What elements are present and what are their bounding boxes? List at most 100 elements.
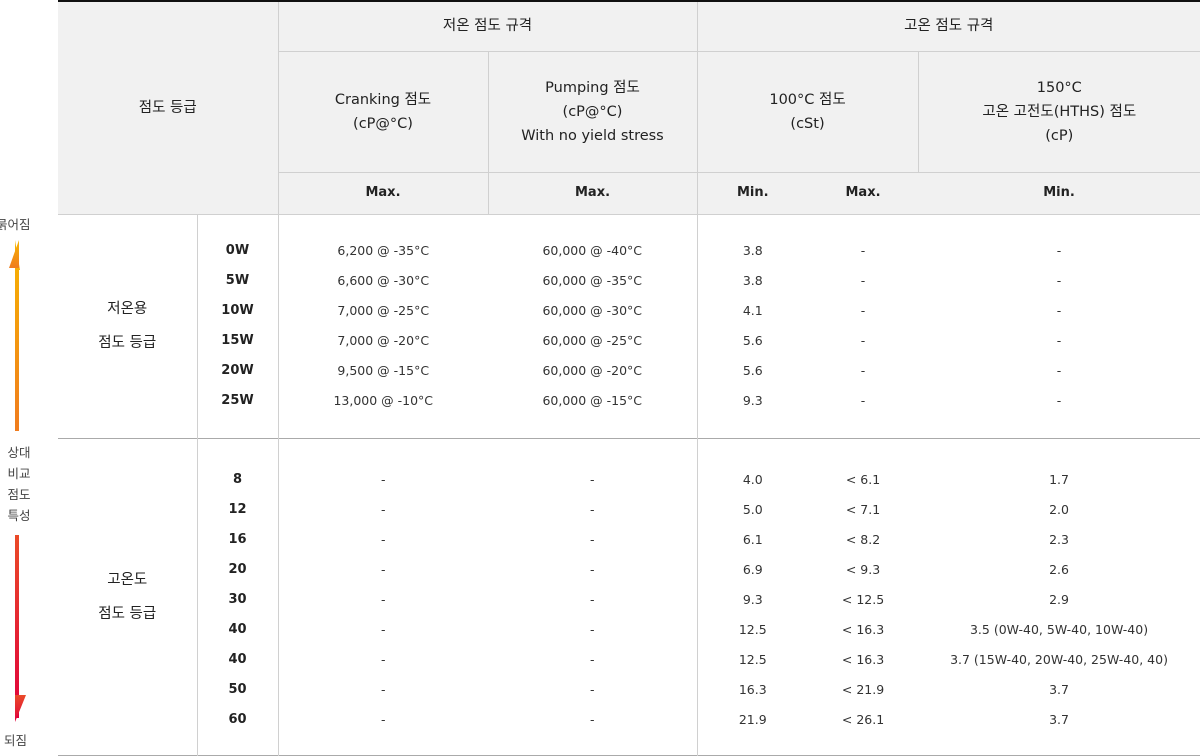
cell-grade: 40	[196, 644, 278, 675]
spacer-cell	[808, 214, 918, 236]
cell-pumping-max: 60,000 @ -30°C	[542, 303, 643, 318]
table-row: 50- -16.3 < 21.9 3.7	[58, 674, 1200, 705]
cell-cranking-max: 6,600 @ -30°C	[277, 265, 488, 296]
cell-hths-min: -	[1056, 303, 1062, 318]
line: (cSt)	[790, 115, 825, 132]
trend-arrows	[9, 240, 26, 722]
cell-kv100-max: < 12.5	[841, 592, 885, 607]
cell-hths-min: -	[1056, 243, 1062, 258]
label-line: 특성	[7, 508, 31, 523]
section-low-temp-grades: 저온용 점도 등급 0W 6,200 @ -35°C 60,000 @ -40°C 3.8…	[58, 214, 1200, 438]
cell-pumping-max: 60,000 @ -35°C	[542, 273, 643, 288]
spacer-cell	[277, 438, 488, 465]
cell-kv100-max: < 6.1	[845, 472, 881, 487]
cell-cranking-max: -	[277, 644, 488, 675]
cell-grade: 0W	[196, 235, 278, 266]
cell-kv100-max: -	[860, 333, 866, 348]
cell-cranking-max: 6,200 @ -35°C	[277, 235, 488, 266]
cell-grade: 10W	[196, 295, 278, 326]
sub-hths-min: Min.	[918, 172, 1200, 215]
sub-kv-max: Max.	[808, 172, 919, 215]
label-line: 비교	[7, 466, 31, 481]
spacer-cell	[488, 438, 697, 465]
line: (cP)	[1045, 127, 1074, 144]
spacer-cell	[196, 438, 278, 465]
spacer-cell	[277, 214, 488, 236]
cell-kv100-max: < 16.3	[841, 652, 885, 667]
spacer-cell	[488, 735, 697, 756]
cell-hths-min: 3.7	[1049, 682, 1069, 697]
cell-kv100-max: -	[860, 393, 866, 408]
label-line: 고온도	[107, 571, 148, 588]
spacer-cell	[918, 438, 1200, 465]
cell-kv100-min: 5.6	[696, 355, 809, 386]
cell-pumping-max: -	[590, 652, 595, 667]
cell-cranking-max: -	[277, 554, 488, 585]
spacer-cell	[808, 438, 918, 465]
cell-cranking-max: -	[277, 674, 488, 705]
cell-kv100-max: < 9.3	[845, 562, 881, 577]
cell-grade: 5W	[196, 265, 278, 296]
spacer-row	[58, 734, 1200, 756]
cell-kv100-min: 3.8	[696, 235, 809, 266]
cell-hths-min: -	[1056, 273, 1062, 288]
label-line: 상대	[7, 445, 31, 460]
spacer-cell	[277, 734, 488, 755]
cell-kv100-max: -	[860, 273, 866, 288]
header-grade: 점도 등급	[58, 1, 279, 215]
cell-pumping-max: -	[590, 712, 595, 727]
cell-hths-min: 3.7	[1049, 712, 1069, 727]
cell-hths-min: -	[1056, 393, 1062, 408]
cell-kv100-min: 16.3	[696, 674, 809, 705]
cell-kv100-min: 9.3	[696, 385, 809, 416]
cell-cranking-max: -	[277, 494, 488, 525]
cell-grade: 60	[196, 704, 278, 735]
cell-pumping-max: 60,000 @ -40°C	[542, 243, 643, 258]
spacer-cell	[696, 734, 809, 755]
cell-kv100-min: 5.6	[696, 325, 809, 356]
table-row: 40- -12.5 < 16.3 3.5 (0W-40, 5W-40, 10W-40)	[58, 614, 1200, 645]
cell-cranking-max: 13,000 @ -10°C	[277, 385, 488, 416]
cell-hths-min: -	[1056, 363, 1062, 378]
relative-label: 상대 비교 점도 특성	[6, 442, 32, 526]
viscosity-grade-table: 점도 등급 저온 점도 규격 고온 점도 규격 Cranking 점도 (cP@°…	[58, 0, 1200, 756]
cell-pumping-max: -	[590, 622, 595, 637]
header-kv100: 100°C 점도 (cSt)	[696, 51, 919, 173]
cell-grade: 40	[196, 614, 278, 645]
line: Cranking 점도	[334, 91, 432, 108]
label-line: 저온용	[107, 301, 148, 317]
cell-kv100-min: 6.9	[696, 554, 809, 585]
cell-kv100-min: 3.8	[696, 265, 809, 296]
spacer-row: 저온용 점도 등급	[58, 214, 1200, 438]
arrow-up-head	[9, 240, 19, 268]
viscosity-trend-indicator: 묽어짐 상대 비교 점도 특성 되짐	[0, 0, 58, 751]
grade-group-label: 고온도 점도 등급	[58, 438, 198, 755]
spacer-cell	[696, 214, 809, 236]
spacer-row: 고온도 점도 등급	[58, 438, 1200, 755]
cell-kv100-max: -	[860, 303, 866, 318]
cell-pumping-max: -	[590, 682, 595, 697]
table-row: 30- -9.3 < 12.5 2.9	[58, 584, 1200, 615]
cell-hths-min: -	[1056, 333, 1062, 348]
cell-pumping-max: 60,000 @ -15°C	[542, 393, 643, 408]
table-row: 0W 6,200 @ -35°C 60,000 @ -40°C 3.8 - -	[58, 235, 1200, 266]
table-row: 8- -4.0 < 6.1 1.7	[58, 464, 1200, 495]
header-high-temp: 고온 점도 규격	[696, 1, 1200, 52]
cell-kv100-min: 9.3	[696, 584, 809, 615]
header-low-temp: 저온 점도 규격	[277, 1, 698, 52]
cell-grade: 16	[196, 524, 278, 555]
spacer-cell	[488, 416, 697, 439]
spacer-cell	[196, 214, 278, 236]
cell-pumping-max: -	[590, 472, 595, 487]
cell-kv100-max: < 7.1	[845, 502, 881, 517]
label-line: 점도	[7, 487, 31, 502]
table-row: 60- -21.9 < 26.1 3.7	[58, 704, 1200, 735]
spacer-cell	[488, 214, 697, 236]
cell-kv100-max: -	[860, 243, 866, 258]
line: (cP@°C)	[562, 103, 623, 120]
sub-kv-min: Min.	[696, 172, 809, 215]
cell-kv100-min: 6.1	[696, 524, 809, 555]
thicker-label: 되짐	[4, 733, 28, 748]
cell-pumping-max: -	[590, 502, 595, 517]
table-row: 25W 13,000 @ -10°C 60,000 @ -15°C 9.3 - -	[58, 385, 1200, 416]
